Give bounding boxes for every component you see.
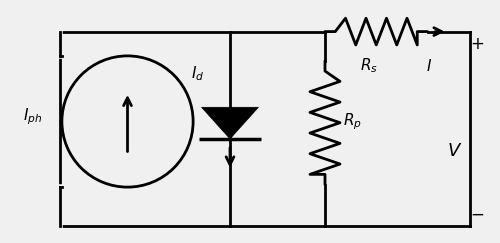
Text: $V$: $V$ xyxy=(448,142,462,160)
Text: $R_s$: $R_s$ xyxy=(360,56,378,75)
Text: $I_d$: $I_d$ xyxy=(191,65,204,83)
Text: $I$: $I$ xyxy=(426,58,432,74)
Polygon shape xyxy=(202,107,258,139)
Text: $+$: $+$ xyxy=(470,35,484,53)
Text: $R_p$: $R_p$ xyxy=(343,111,362,132)
Text: $-$: $-$ xyxy=(470,205,484,223)
Text: $I_{ph}$: $I_{ph}$ xyxy=(23,106,42,127)
